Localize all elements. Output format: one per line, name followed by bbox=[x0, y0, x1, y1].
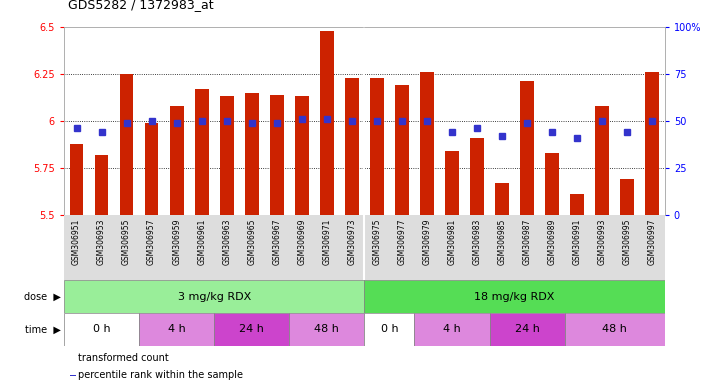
Text: 3 mg/kg RDX: 3 mg/kg RDX bbox=[178, 291, 251, 302]
Bar bbox=[595, 106, 609, 215]
Text: GSM306983: GSM306983 bbox=[473, 218, 481, 265]
Text: 4 h: 4 h bbox=[443, 324, 461, 334]
Text: GSM306985: GSM306985 bbox=[498, 218, 506, 265]
Text: percentile rank within the sample: percentile rank within the sample bbox=[77, 370, 242, 381]
Text: 24 h: 24 h bbox=[515, 324, 540, 334]
Bar bbox=[139, 313, 214, 346]
Bar bbox=[70, 144, 83, 215]
Text: 4 h: 4 h bbox=[168, 324, 186, 334]
Text: GSM306969: GSM306969 bbox=[297, 218, 306, 265]
Bar bbox=[370, 78, 384, 215]
Text: GSM306967: GSM306967 bbox=[272, 218, 282, 265]
Text: GSM306973: GSM306973 bbox=[348, 218, 356, 265]
Bar bbox=[395, 85, 409, 215]
Text: 48 h: 48 h bbox=[602, 324, 627, 334]
Bar bbox=[70, 375, 77, 376]
Bar bbox=[646, 72, 659, 215]
Bar bbox=[295, 96, 309, 215]
Text: transformed count: transformed count bbox=[77, 353, 169, 363]
Text: 48 h: 48 h bbox=[314, 324, 339, 334]
Text: GSM306991: GSM306991 bbox=[572, 218, 582, 265]
Bar bbox=[495, 183, 509, 215]
Bar bbox=[195, 89, 208, 215]
Bar bbox=[95, 155, 108, 215]
Text: GDS5282 / 1372983_at: GDS5282 / 1372983_at bbox=[68, 0, 213, 12]
Text: 0 h: 0 h bbox=[92, 324, 110, 334]
Text: GSM306957: GSM306957 bbox=[147, 218, 156, 265]
Bar bbox=[119, 74, 134, 215]
Bar bbox=[345, 78, 359, 215]
Text: 18 mg/kg RDX: 18 mg/kg RDX bbox=[474, 291, 555, 302]
Bar bbox=[490, 313, 565, 346]
Bar bbox=[415, 313, 490, 346]
Text: GSM306951: GSM306951 bbox=[72, 218, 81, 265]
Bar bbox=[170, 106, 183, 215]
Bar bbox=[289, 313, 365, 346]
Text: 0 h: 0 h bbox=[380, 324, 398, 334]
Text: GSM306977: GSM306977 bbox=[397, 218, 407, 265]
Bar bbox=[245, 93, 259, 215]
Text: GSM306979: GSM306979 bbox=[422, 218, 432, 265]
Text: GSM306987: GSM306987 bbox=[523, 218, 532, 265]
Bar bbox=[270, 94, 284, 215]
Text: dose  ▶: dose ▶ bbox=[23, 291, 60, 302]
Text: 24 h: 24 h bbox=[240, 324, 264, 334]
Bar bbox=[420, 72, 434, 215]
Bar bbox=[445, 151, 459, 215]
Bar bbox=[320, 31, 333, 215]
Text: GSM306971: GSM306971 bbox=[322, 218, 331, 265]
Bar bbox=[145, 123, 159, 215]
Text: time  ▶: time ▶ bbox=[25, 324, 60, 334]
Text: GSM306955: GSM306955 bbox=[122, 218, 131, 265]
Text: GSM306961: GSM306961 bbox=[197, 218, 206, 265]
Bar bbox=[470, 138, 484, 215]
Bar bbox=[64, 280, 365, 313]
Text: GSM306989: GSM306989 bbox=[547, 218, 557, 265]
Text: GSM306953: GSM306953 bbox=[97, 218, 106, 265]
Bar bbox=[220, 96, 234, 215]
Bar bbox=[365, 280, 665, 313]
Bar bbox=[64, 313, 139, 346]
Text: GSM306965: GSM306965 bbox=[247, 218, 256, 265]
Bar bbox=[621, 179, 634, 215]
Text: GSM306995: GSM306995 bbox=[623, 218, 632, 265]
Bar bbox=[545, 153, 559, 215]
Bar bbox=[520, 81, 534, 215]
Bar bbox=[570, 194, 584, 215]
Text: GSM306959: GSM306959 bbox=[172, 218, 181, 265]
Text: GSM306975: GSM306975 bbox=[373, 218, 381, 265]
Bar bbox=[365, 313, 415, 346]
Text: GSM306981: GSM306981 bbox=[447, 218, 456, 265]
Bar bbox=[565, 313, 665, 346]
Text: GSM306997: GSM306997 bbox=[648, 218, 657, 265]
Text: GSM306963: GSM306963 bbox=[223, 218, 231, 265]
Text: GSM306993: GSM306993 bbox=[598, 218, 606, 265]
Bar bbox=[214, 313, 289, 346]
